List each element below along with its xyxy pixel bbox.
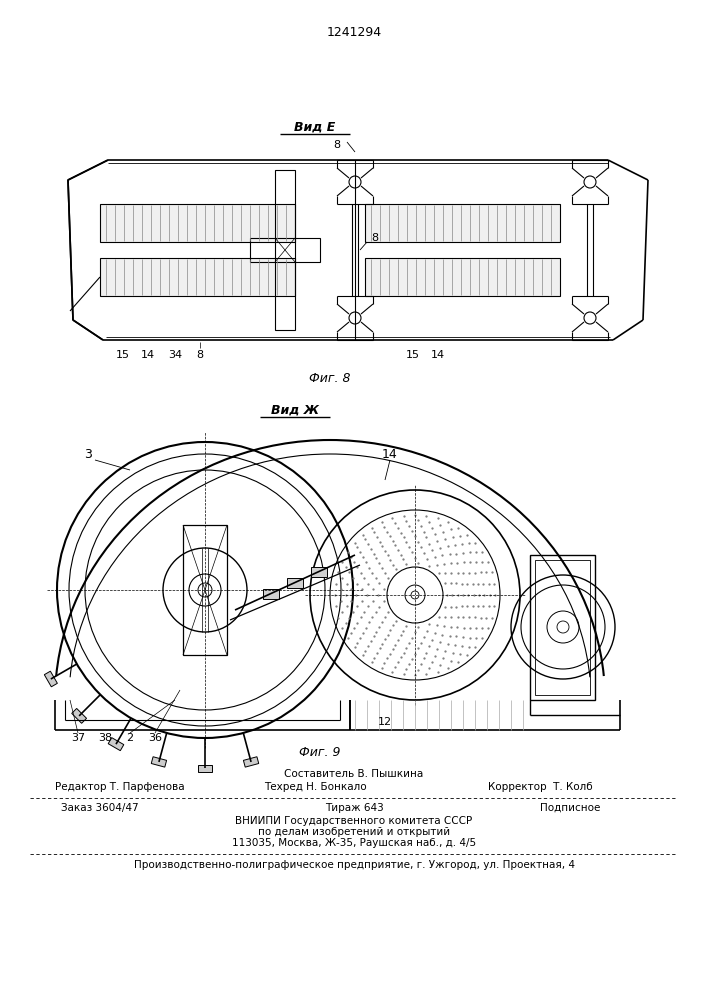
Polygon shape (45, 671, 57, 687)
Text: 3: 3 (84, 448, 92, 462)
Bar (250, 238, 320, 262)
Polygon shape (151, 757, 167, 767)
Bar (100, 258, 295, 296)
Bar (263, 588, 279, 598)
Text: Редактор Т. Парфенова: Редактор Т. Парфенова (55, 782, 185, 792)
Text: Заказ 3604/47: Заказ 3604/47 (62, 803, 139, 813)
Bar (535, 560, 590, 695)
Text: Фиг. 8: Фиг. 8 (309, 371, 351, 384)
Text: Корректор  Т. Колб: Корректор Т. Колб (488, 782, 592, 792)
Text: 2: 2 (127, 733, 134, 743)
Text: 14: 14 (382, 448, 398, 462)
Text: ВНИИПИ Государственного комитета СССР: ВНИИПИ Государственного комитета СССР (235, 816, 472, 826)
Text: 8: 8 (334, 140, 341, 150)
Bar (100, 204, 295, 242)
Text: 14: 14 (431, 350, 445, 360)
Bar (365, 258, 560, 296)
Text: Вид Е: Вид Е (294, 120, 336, 133)
Bar (275, 170, 295, 330)
Text: Производственно-полиграфическое предприятие, г. Ужгород, ул. Проектная, 4: Производственно-полиграфическое предприя… (134, 860, 575, 870)
Text: 8: 8 (371, 233, 378, 243)
Text: Тираж 643: Тираж 643 (325, 803, 383, 813)
Text: по делам изобретений и открытий: по делам изобретений и открытий (258, 827, 450, 837)
Text: 34: 34 (168, 350, 182, 360)
Text: 38: 38 (98, 733, 112, 743)
Text: 36: 36 (148, 733, 162, 743)
Polygon shape (198, 764, 212, 772)
Polygon shape (71, 708, 86, 723)
Text: 15: 15 (116, 350, 130, 360)
Bar (365, 204, 560, 242)
Text: 37: 37 (71, 733, 85, 743)
Polygon shape (243, 757, 259, 767)
Text: 12: 12 (378, 717, 392, 727)
Bar (530, 555, 595, 700)
Text: 1241294: 1241294 (327, 26, 382, 39)
Bar (311, 566, 327, 576)
Text: Подписное: Подписное (540, 803, 600, 813)
Text: Вид Ж: Вид Ж (271, 403, 319, 416)
Text: 15: 15 (406, 350, 420, 360)
Text: Фиг. 9: Фиг. 9 (299, 746, 341, 758)
Text: Составитель В. Пышкина: Составитель В. Пышкина (284, 769, 423, 779)
Text: 8: 8 (197, 350, 204, 360)
Text: 113035, Москва, Ж-35, Раушская наб., д. 4/5: 113035, Москва, Ж-35, Раушская наб., д. … (232, 838, 476, 848)
Bar (183, 525, 227, 655)
Polygon shape (108, 738, 124, 751)
Text: Техред Н. Бонкало: Техред Н. Бонкало (264, 782, 366, 792)
Bar (287, 578, 303, 587)
Text: 14: 14 (141, 350, 155, 360)
